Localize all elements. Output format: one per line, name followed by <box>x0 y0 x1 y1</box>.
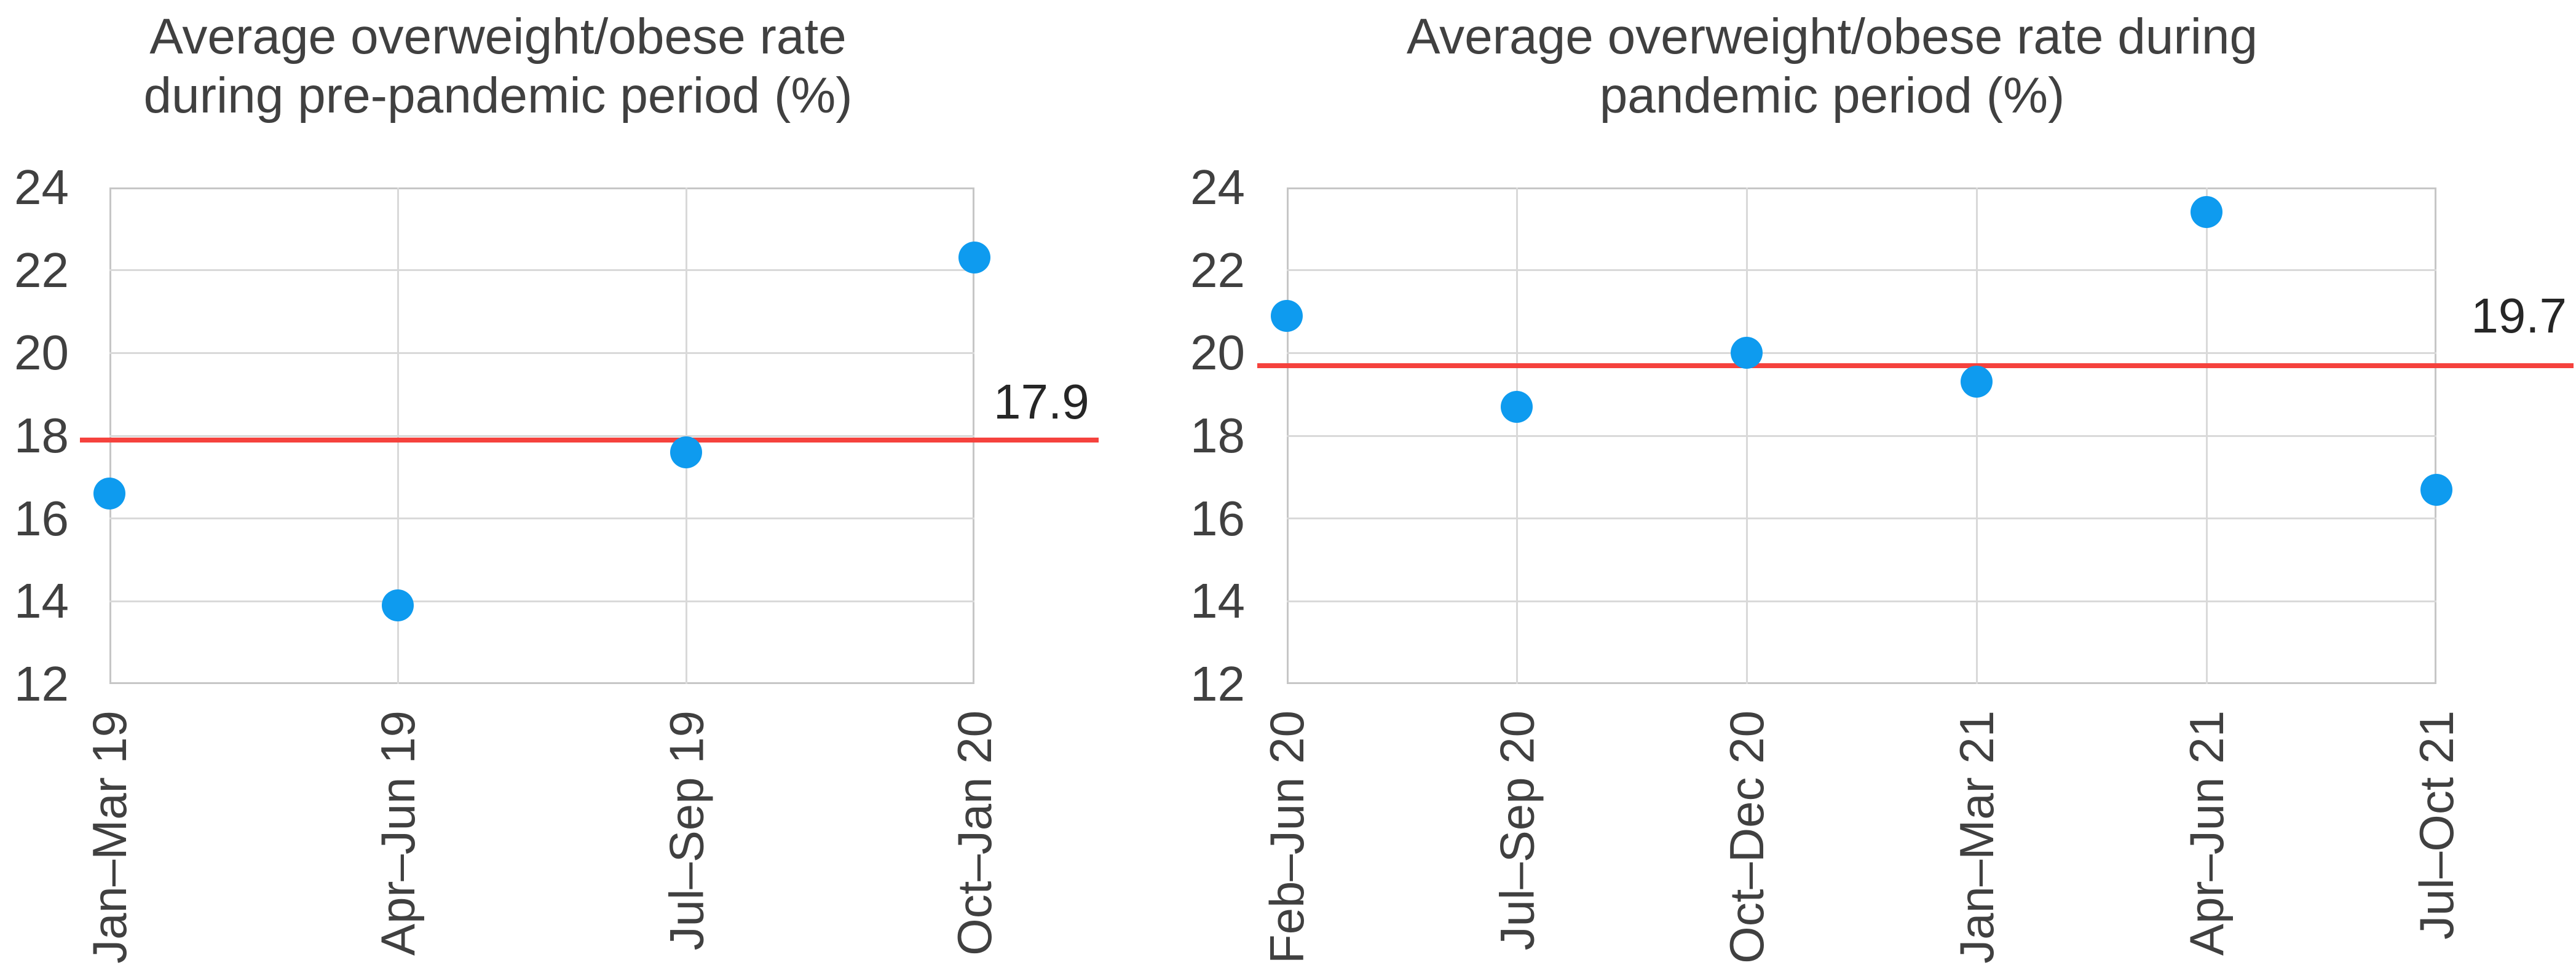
x-axis-category-label: Jul–Oct 21 <box>2409 710 2463 940</box>
y-axis-tick-label: 14 <box>14 573 69 629</box>
y-axis-tick-label: 18 <box>14 408 69 463</box>
data-point-marker <box>1731 337 1763 369</box>
data-point-marker <box>1271 299 1303 332</box>
mean-reference-line <box>1257 363 2574 368</box>
data-point-marker <box>1501 390 1533 423</box>
y-axis-tick-label: 12 <box>14 656 69 711</box>
gridline-horizontal <box>109 352 974 354</box>
gridline-horizontal <box>1287 435 2436 437</box>
mean-line-label: 19.7 <box>2471 288 2567 343</box>
data-point-marker <box>670 436 702 468</box>
gridline-vertical <box>2205 187 2208 684</box>
x-axis-category-label: Jan–Mar 21 <box>1950 710 2004 964</box>
x-axis-category-label: Feb–Jun 20 <box>1260 710 1314 964</box>
gridline-horizontal <box>1287 600 2436 602</box>
gridline-horizontal <box>109 517 974 520</box>
mean-reference-line <box>80 437 1099 443</box>
x-axis-category-label: Oct–Dec 20 <box>1720 710 1774 964</box>
gridline-vertical <box>1515 187 1518 684</box>
y-axis-tick-label: 16 <box>14 490 69 546</box>
y-axis-tick-label: 16 <box>1190 490 1245 546</box>
gridline-horizontal <box>109 600 974 602</box>
gridline-horizontal <box>109 435 974 437</box>
data-point-marker <box>2191 196 2222 229</box>
chart-title-line: Average overweight/obese rate <box>149 9 847 65</box>
chart-title: Average overweight/obese rate during pre… <box>0 7 996 125</box>
y-axis-tick-label: 20 <box>14 325 69 380</box>
gridline-horizontal <box>1287 517 2436 520</box>
y-axis-tick-label: 22 <box>14 242 69 297</box>
x-axis-category-label: Apr–Jun 19 <box>371 710 425 956</box>
y-axis-tick-label: 24 <box>14 160 69 214</box>
data-point-marker <box>1961 366 1993 398</box>
chart-title-line: during pre-pandemic period (%) <box>143 68 853 124</box>
chart-title-line: Average overweight/obese rate during <box>1406 9 2258 65</box>
chart-title: Average overweight/obese rate during pan… <box>1334 7 2330 125</box>
gridline-horizontal <box>1287 269 2436 272</box>
gridline-horizontal <box>109 269 974 272</box>
y-axis-tick-label: 12 <box>1190 656 1245 711</box>
x-axis-category-label: Jan–Mar 19 <box>82 710 136 964</box>
gridline-horizontal <box>1287 352 2436 354</box>
x-axis-category-label: Apr–Jun 21 <box>2179 710 2234 956</box>
gridline-vertical <box>1975 187 1978 684</box>
x-axis-category-label: Jul–Sep 20 <box>1490 710 1544 951</box>
y-axis-tick-label: 24 <box>1190 160 1245 214</box>
y-axis-tick-label: 18 <box>1190 408 1245 463</box>
chart-title-line: pandemic period (%) <box>1599 68 2065 124</box>
data-point-marker <box>2420 473 2452 506</box>
y-axis-tick-label: 22 <box>1190 242 1245 297</box>
data-point-marker <box>382 589 414 622</box>
x-axis-category-label: Oct–Jan 20 <box>947 710 1002 956</box>
data-point-marker <box>93 478 125 510</box>
mean-line-label: 17.9 <box>994 374 1089 429</box>
y-axis-tick-label: 20 <box>1190 325 1245 380</box>
gridline-vertical <box>1745 187 1748 684</box>
data-point-marker <box>958 242 990 274</box>
x-axis-category-label: Jul–Sep 19 <box>659 710 713 951</box>
y-axis-tick-label: 14 <box>1190 573 1245 629</box>
